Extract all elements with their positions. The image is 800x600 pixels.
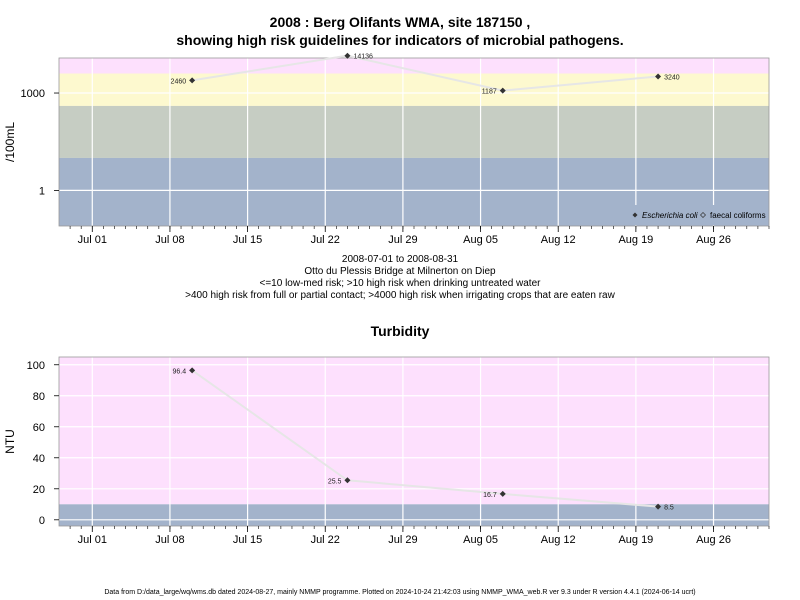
- x-tick-label: Jul 22: [311, 234, 340, 246]
- chart1-date-range: 2008-07-01 to 2008-08-31: [341, 254, 459, 265]
- turbidity-data-label: 25.5: [328, 478, 342, 485]
- footer-note: Data from D:/data_large/wq/wms.db dated …: [104, 589, 696, 596]
- turbidity-series-line: [191, 369, 659, 508]
- x-tick-label: Jul 08: [155, 234, 184, 246]
- legend-ecoli-marker: [632, 212, 638, 218]
- turbidity-point: [189, 367, 196, 374]
- ecoli-point: [655, 73, 662, 80]
- x-tick-label: Jul 15: [233, 534, 262, 546]
- ecoli-point: [344, 52, 351, 59]
- risk-band: [59, 73, 769, 106]
- x-tick-label: Aug 12: [541, 234, 576, 246]
- x-tick-label: Aug 05: [463, 534, 498, 546]
- y-axis-label: /100mL: [3, 122, 17, 162]
- x-tick-label: Jul 01: [78, 534, 107, 546]
- turbidity-point: [655, 503, 662, 510]
- x-tick-label: Aug 05: [463, 234, 498, 246]
- turbidity-chart: 0 20 40 60 80 100 NTU Jul 01 Jul 08 Jul 15 Jul 22 J…: [3, 356, 770, 546]
- turbidity-data-label: 96.4: [173, 368, 187, 375]
- chart2-title: Turbidity: [370, 323, 430, 339]
- ecoli-series-line: [191, 54, 659, 92]
- x-tick-label: Jul 08: [155, 534, 184, 546]
- y-axis-label: NTU: [3, 429, 17, 454]
- y-tick-label: 100: [27, 360, 45, 372]
- ecoli-point: [189, 77, 196, 84]
- turbidity-point: [344, 477, 351, 484]
- legend-faecal-label: faecal coliforms: [710, 211, 766, 220]
- chart1-guideline-drinking: <=10 low-med risk; >10 high risk when dr…: [259, 278, 541, 289]
- y-tick-label: 60: [33, 422, 45, 434]
- x-tick-label: Aug 26: [696, 234, 731, 246]
- legend-box: [627, 205, 768, 225]
- legend-ecoli-label: Escherichia coli: [642, 211, 698, 220]
- x-tick-label: Aug 19: [618, 234, 653, 246]
- ntu-band-low: [59, 504, 769, 526]
- y-tick-label: 80: [33, 391, 45, 403]
- x-tick-label: Jul 22: [311, 534, 340, 546]
- legend-faecal-marker: [700, 212, 706, 218]
- ecoli-data-label: 14136: [353, 54, 373, 61]
- chart1-guideline-contact: >400 high risk from full or partial cont…: [185, 290, 615, 301]
- x-tick-label: Jul 15: [233, 234, 262, 246]
- turbidity-point: [499, 490, 506, 497]
- x-tick-label: Aug 19: [618, 534, 653, 546]
- ecoli-data-label: 3240: [664, 74, 680, 81]
- x-tick-label: Jul 29: [388, 234, 417, 246]
- risk-band: [59, 105, 769, 158]
- chart1-site-name: Otto du Plessis Bridge at Milnerton on D…: [304, 266, 496, 277]
- ecoli-point: [499, 87, 506, 94]
- y-tick-label: 1000: [21, 88, 45, 100]
- chart1-title-line1: 2008 : Berg Olifants WMA, site 187150 ,: [269, 14, 531, 30]
- y-tick-label: 20: [33, 484, 45, 496]
- ntu-band-high: [59, 357, 769, 505]
- ecoli-data-label: 2460: [171, 78, 187, 85]
- turbidity-data-label: 8.5: [664, 505, 674, 512]
- y-tick-label: 1: [39, 185, 45, 197]
- turbidity-data-label: 16.7: [483, 492, 497, 499]
- risk-band: [59, 58, 769, 74]
- x-tick-label: Jul 01: [78, 234, 107, 246]
- x-tick-label: Aug 26: [696, 534, 731, 546]
- x-tick-label: Aug 12: [541, 534, 576, 546]
- x-tick-label: Jul 29: [388, 534, 417, 546]
- chart1-title-line2: showing high risk guidelines for indicat…: [176, 32, 624, 48]
- ecoli-data-label: 1187: [482, 89, 497, 96]
- y-tick-label: 40: [33, 453, 45, 465]
- y-tick-label: 0: [39, 515, 45, 527]
- ecoli-chart: 1000 1/100mL Jul 01 Jul 08 Jul 15 Jul 22 Jul 2…: [3, 52, 770, 246]
